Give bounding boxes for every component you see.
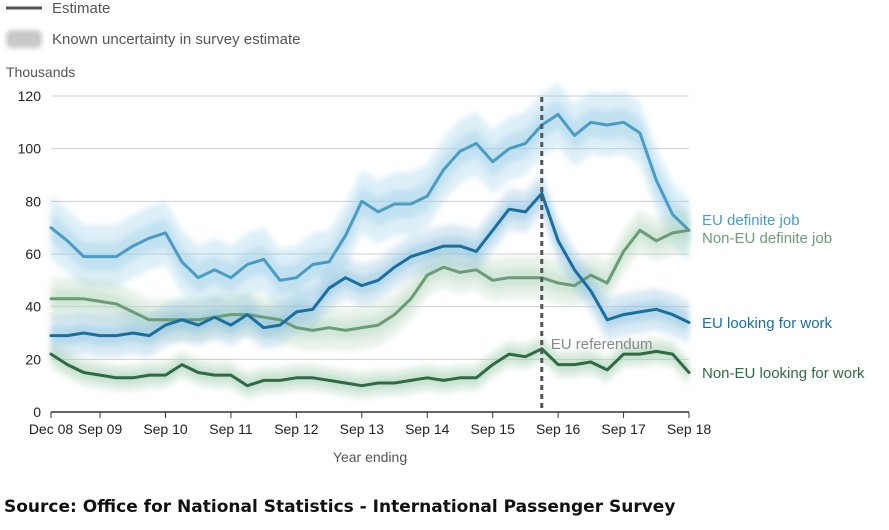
y-tick-label-40: 40 [25, 299, 41, 315]
y-tick-label-100: 100 [18, 141, 42, 157]
uncertainty-band-inner [51, 184, 689, 346]
series-line [49, 191, 691, 338]
y-axis-title: Thousands [6, 64, 75, 80]
x-tick-label: Sep 17 [601, 421, 646, 437]
legend: Estimate Known uncertainty in survey est… [6, 0, 300, 48]
y-tick-label-120: 120 [18, 88, 42, 104]
y-tick-label-0: 0 [33, 404, 41, 420]
x-axis-ticks: Dec 08 Sep 09 Sep 10 Sep 11 Sep 12 Sep 13 Sep … [29, 421, 712, 437]
series-line [49, 347, 691, 388]
series-label: EU looking for work [702, 315, 833, 332]
eu-referendum-annotation: EU referendum [540, 97, 653, 412]
series-label: EU definite job [702, 212, 800, 229]
x-tick-label: Sep 13 [340, 421, 385, 437]
series-label: Non-EU looking for work [702, 365, 865, 382]
x-tick-label: Sep 11 [209, 421, 253, 437]
series-label: Non-EU definite job [702, 230, 832, 247]
series-line [49, 112, 691, 282]
eu-referendum-label: EU referendum [551, 336, 653, 353]
y-tick-label-80: 80 [25, 193, 41, 209]
x-tick-label: Dec 08 [29, 421, 74, 437]
x-tick-label: Sep 12 [274, 421, 319, 437]
x-tick-label: Sep 18 [667, 421, 712, 437]
chart: Estimate Known uncertainty in survey est… [6, 0, 865, 465]
uncertainty-bands [51, 82, 689, 399]
y-axis-ticks: 0 20 40 60 80 100 120 [18, 88, 42, 420]
legend-estimate-label: Estimate [52, 0, 110, 17]
x-tick-label: Sep 10 [143, 421, 188, 437]
x-axis-title: Year ending [333, 449, 407, 465]
legend-uncertainty-swatch [6, 30, 42, 48]
x-tick-label: Sep 15 [471, 421, 516, 437]
y-tick-label-60: 60 [25, 246, 41, 262]
source-note: Source: Office for National Statistics -… [4, 497, 676, 517]
x-tick-label: Sep 16 [536, 421, 581, 437]
legend-uncertainty-label: Known uncertainty in survey estimate [52, 31, 300, 48]
x-tick-label: Sep 14 [405, 421, 450, 437]
y-tick-label-20: 20 [25, 351, 41, 367]
x-axis [50, 411, 690, 418]
uncertainty-band-inner [51, 100, 689, 295]
series-lines [49, 112, 691, 388]
x-tick-label: Sep 09 [78, 421, 123, 437]
